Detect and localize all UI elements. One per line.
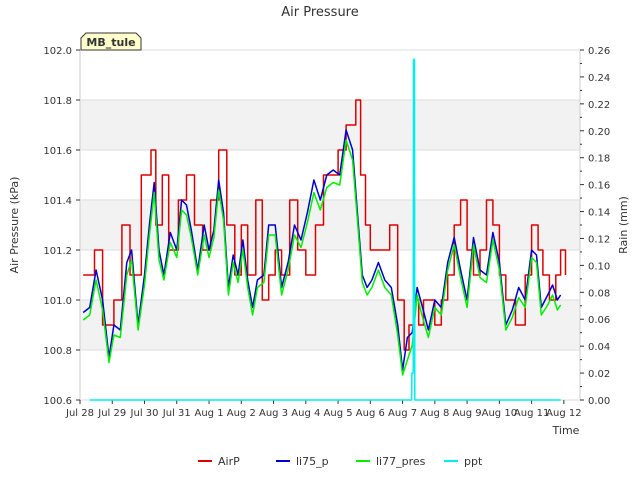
- badge-label: MB_tule: [86, 36, 135, 49]
- right-tick-label: 0.26: [588, 46, 610, 57]
- legend: AirP li75_p li77_pres ppt: [198, 455, 483, 468]
- x-tick-label: Aug 10: [482, 408, 517, 419]
- left-tick-label: 101.8: [43, 96, 72, 107]
- left-tick-label: 101.2: [43, 246, 72, 257]
- left-tick-label: 101.0: [43, 296, 72, 307]
- background-band: [80, 350, 580, 400]
- x-tick-label: Aug 3: [259, 408, 288, 419]
- x-tick-label: Aug 6: [356, 408, 385, 419]
- left-tick-label: 100.6: [43, 396, 72, 407]
- series-line-ppt: [89, 58, 561, 401]
- x-tick-label: Jul 29: [97, 408, 126, 419]
- x-tick-label: Aug 9: [453, 408, 482, 419]
- left-axis-ticks: 100.6 100.8 101.0 101.2 101.4 101.6 101.8 102.0: [43, 46, 80, 407]
- x-axis-label: Time: [552, 424, 580, 437]
- right-tick-label: 0.22: [588, 100, 610, 111]
- background-band: [80, 300, 580, 350]
- background-band: [80, 100, 580, 150]
- x-tick-label: Aug 7: [388, 408, 417, 419]
- legend-label: li77_pres: [376, 455, 426, 468]
- x-tick-label: Aug 8: [420, 408, 449, 419]
- legend-label: AirP: [218, 455, 240, 468]
- background-bands: [80, 50, 580, 400]
- x-tick-label: Jul 30: [130, 408, 159, 419]
- legend-label: ppt: [464, 455, 483, 468]
- series-line-airp: [83, 99, 567, 351]
- right-tick-label: 0.18: [588, 154, 610, 165]
- right-tick-label: 0.04: [588, 342, 610, 353]
- x-tick-label: Jul 28: [65, 408, 94, 419]
- left-tick-label: 100.8: [43, 346, 72, 357]
- x-tick-label: Aug 5: [324, 408, 353, 419]
- right-tick-label: 0.16: [588, 181, 610, 192]
- right-tick-label: 0.06: [588, 315, 610, 326]
- background-band: [80, 50, 580, 100]
- right-tick-label: 0.10: [588, 261, 610, 272]
- left-tick-label: 102.0: [43, 46, 72, 57]
- series-lines: [82, 58, 567, 401]
- right-tick-label: 0.24: [588, 73, 610, 84]
- badge-shape: [80, 32, 142, 51]
- right-tick-label: 0.00: [588, 396, 610, 407]
- left-axis-label: Air Pressure (kPa): [8, 177, 21, 274]
- right-tick-label: 0.02: [588, 369, 610, 380]
- right-tick-label: 0.08: [588, 288, 610, 299]
- station-badge: MB_tule: [80, 32, 142, 51]
- x-tick-label: Aug 1: [194, 408, 223, 419]
- chart-title: Air Pressure: [281, 5, 359, 20]
- x-tick-label: Aug 11: [514, 408, 549, 419]
- left-tick-label: 101.6: [43, 146, 72, 157]
- series-line-li77-pres: [82, 139, 562, 376]
- right-axis-ticks: 0.00 0.02 0.04 0.06 0.08 0.10 0.12 0.14 0.16 0.18…: [580, 46, 610, 407]
- right-tick-label: 0.12: [588, 234, 610, 245]
- x-tick-label: Aug 12: [546, 408, 581, 419]
- left-tick-label: 101.4: [43, 196, 72, 207]
- right-tick-label: 0.14: [588, 208, 610, 219]
- x-tick-label: Aug 2: [227, 408, 256, 419]
- legend-label: li75_p: [296, 455, 329, 468]
- right-axis-label: Rain (mm): [617, 196, 630, 254]
- x-tick-label: Jul 31: [162, 408, 191, 419]
- right-tick-label: 0.20: [588, 127, 610, 138]
- x-tick-label: Aug 4: [291, 408, 320, 419]
- series-line-li75-p: [82, 129, 562, 371]
